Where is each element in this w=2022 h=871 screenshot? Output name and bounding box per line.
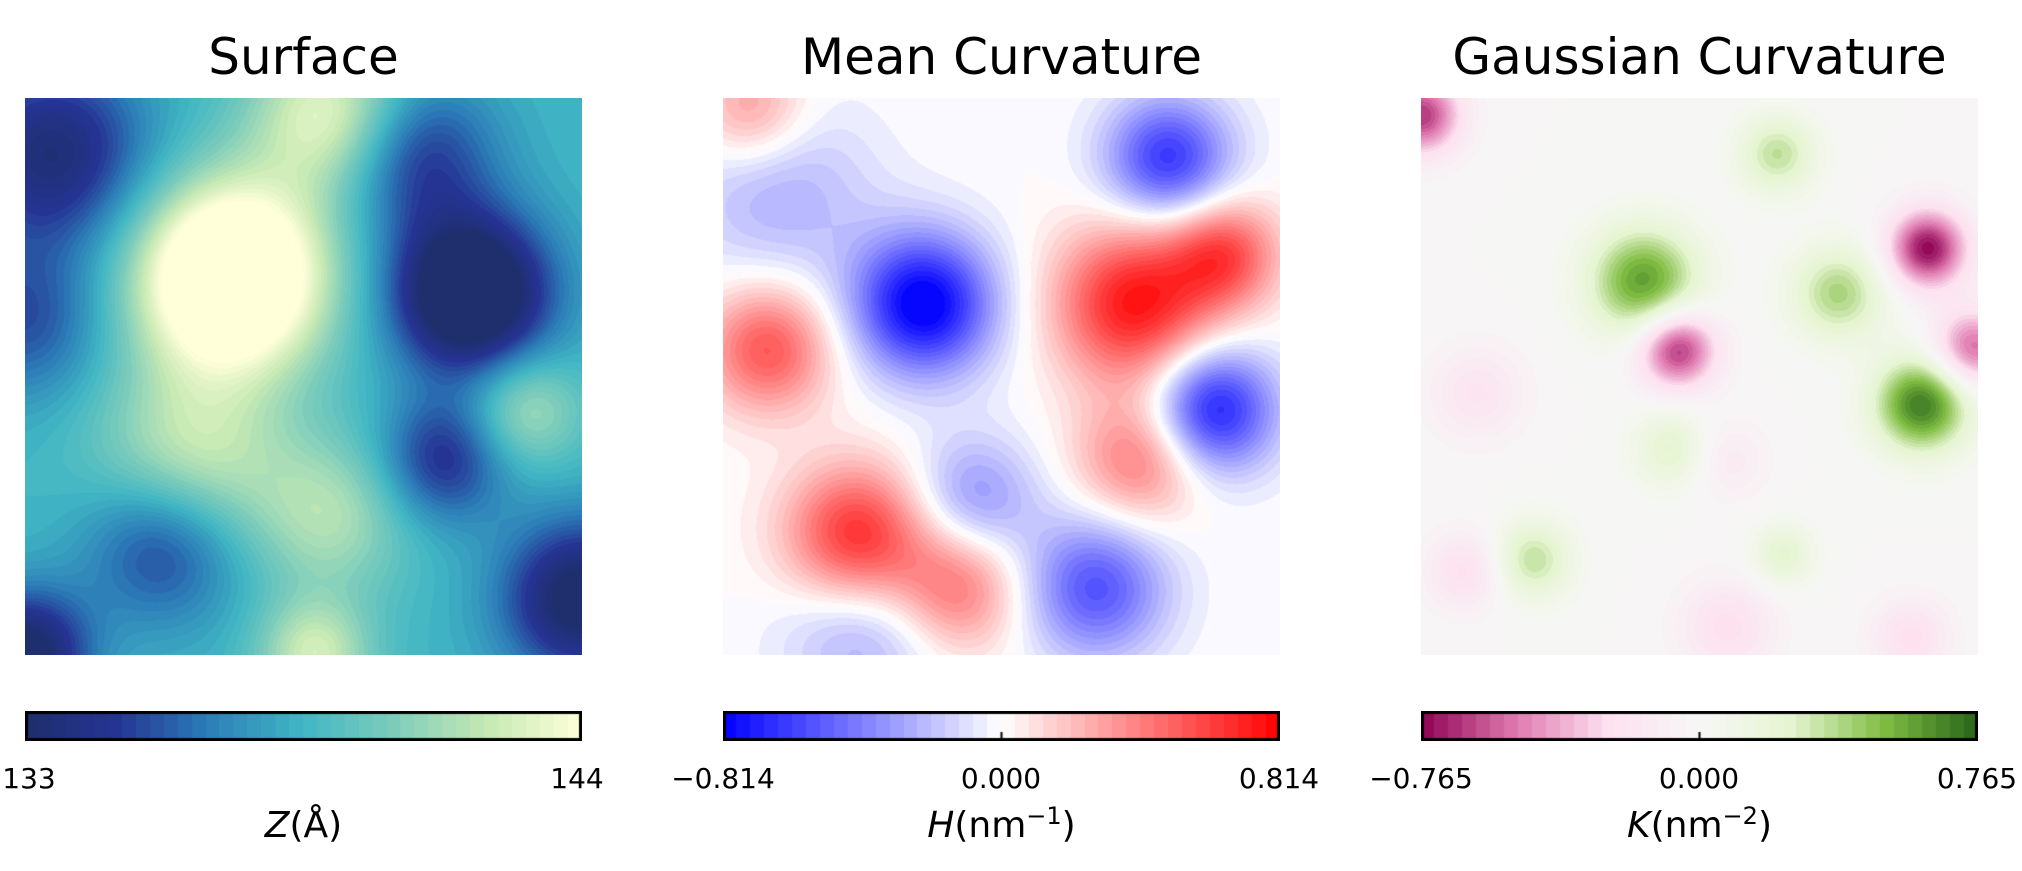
- mean-curvature-tick-zero: 0.000: [960, 762, 1042, 795]
- surface-panel: Surface 133 144 Z(Å): [2, 0, 603, 871]
- mean-curvature-label-unit: (nm: [954, 805, 1027, 846]
- surface-tick-min: 133: [2, 762, 56, 795]
- mean-curvature-tick-min: −0.814: [671, 762, 775, 795]
- gaussian-curvature-colorbar: [1421, 711, 1978, 741]
- gaussian-curvature-label-close: ): [1757, 805, 1772, 846]
- surface-title: Surface: [208, 28, 399, 86]
- mean-curvature-colorbar-label: H(nm−1): [723, 803, 1280, 849]
- gaussian-curvature-label-symbol: K: [1627, 805, 1651, 846]
- surface-heatmap: [25, 98, 582, 655]
- mean-curvature-tick-max: 0.814: [1238, 762, 1320, 795]
- gaussian-curvature-title: Gaussian Curvature: [1452, 28, 1947, 86]
- mean-curvature-label-close: ): [1061, 805, 1076, 846]
- gaussian-curvature-tick-zero: 0.000: [1658, 762, 1740, 795]
- mean-curvature-label-exp: −1: [1026, 802, 1062, 830]
- gaussian-curvature-tick-min: −0.765: [1369, 762, 1473, 795]
- mean-curvature-title: Mean Curvature: [800, 28, 1203, 86]
- mean-curvature-colorbar: [723, 711, 1280, 741]
- gaussian-curvature-panel: Gaussian Curvature −0.765 0.000 0.765 K(…: [1369, 0, 2017, 871]
- gaussian-curvature-label-unit: (nm: [1650, 805, 1723, 846]
- surface-label-symbol: Z: [264, 805, 290, 846]
- gaussian-curvature-tick-max: 0.765: [1936, 762, 2018, 795]
- surface-tick-max: 144: [550, 762, 604, 795]
- mean-curvature-panel: Mean Curvature −0.814 0.000 0.814 H(nm−1…: [671, 0, 1319, 871]
- gaussian-curvature-colorbar-label: K(nm−2): [1421, 803, 1978, 849]
- gaussian-curvature-label-exp: −2: [1722, 802, 1758, 830]
- mean-curvature-label-symbol: H: [927, 805, 955, 846]
- mean-curvature-heatmap: [723, 98, 1280, 655]
- surface-label-unit: (Å): [289, 805, 343, 846]
- surface-colorbar: [25, 711, 582, 741]
- surface-colorbar-label: Z(Å): [25, 803, 582, 849]
- gaussian-curvature-heatmap: [1421, 98, 1978, 655]
